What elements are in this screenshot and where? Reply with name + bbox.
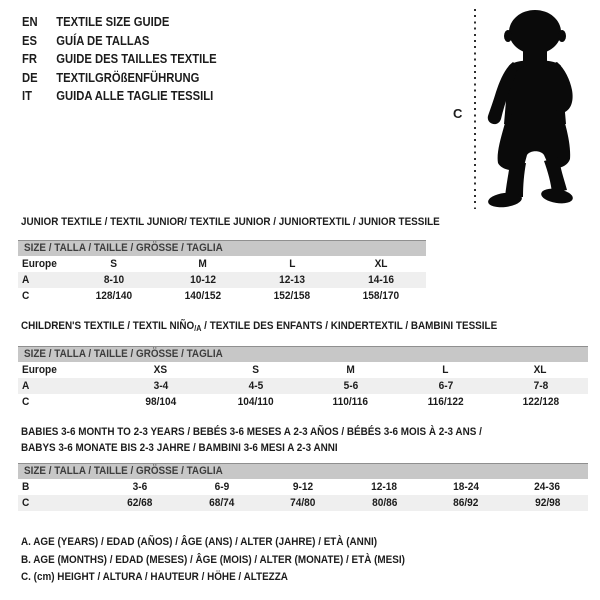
- note-age-months: B. AGE (MONTHS) / EDAD (MESES) / ÂGE (MO…: [21, 553, 405, 566]
- row-label-cell: B: [22, 481, 30, 493]
- guide-title: TEXTILGRÖßENFÜHRUNG: [56, 70, 200, 85]
- size-header-bar: SIZE / TALLA / TAILLE / GRÖSSE / TAGLIA: [18, 346, 588, 362]
- table-row: B 3-6 6-9 9-12 12-18 18-24 24-36: [18, 479, 588, 495]
- value-cell: 74/80: [290, 497, 316, 509]
- value-cell: 3-4: [153, 380, 168, 392]
- language-row-en: EN TEXTILE SIZE GUIDE: [22, 13, 238, 32]
- language-code: EN: [22, 15, 38, 30]
- guide-title: GUIDE DES TAILLES TEXTILE: [56, 52, 217, 67]
- size-header-label: SIZE / TALLA / TAILLE / GRÖSSE / TAGLIA: [24, 242, 223, 254]
- row-label-cell: C: [22, 396, 30, 408]
- section-title-babies: BABIES 3-6 MONTH TO 2-3 YEARS / BEBÉS 3-…: [21, 426, 482, 454]
- table-row: Europe XS S M L XL: [18, 362, 588, 378]
- size-header-label: SIZE / TALLA / TAILLE / GRÖSSE / TAGLIA: [24, 465, 223, 477]
- size-table-grid: Europe XS S M L XL A 3-4 4-5 5-6 6-7 7-8 C 98/104 104/…: [18, 362, 588, 410]
- value-cell: 8-10: [103, 274, 124, 286]
- value-cell: 122/128: [522, 396, 559, 408]
- value-cell: M: [346, 364, 355, 376]
- row-label-cell: A: [22, 380, 30, 392]
- value-cell: 68/74: [208, 497, 235, 509]
- section-title-children: CHILDREN'S TEXTILE / TEXTIL NIÑO/A / TEX…: [21, 320, 498, 333]
- table-row: Europe S M L XL: [18, 256, 426, 272]
- row-label-cell: A: [22, 274, 30, 286]
- value-cell: 158/170: [363, 290, 400, 302]
- section-title-junior: JUNIOR TEXTILE / TEXTIL JUNIOR/ TEXTILE …: [21, 216, 440, 228]
- language-code: FR: [22, 52, 38, 67]
- size-header-bar: SIZE / TALLA / TAILLE / GRÖSSE / TAGLIA: [18, 240, 426, 256]
- value-cell: 92/98: [534, 497, 560, 509]
- baby-silhouette-icon: [487, 10, 573, 208]
- table-row: C 98/104 104/110 110/116 116/122 122/128: [18, 394, 588, 410]
- value-cell: 110/116: [332, 396, 369, 408]
- value-cell: 24-36: [534, 481, 561, 493]
- value-cell: 116/122: [427, 396, 464, 408]
- language-code: DE: [22, 70, 38, 85]
- value-cell: 12-13: [279, 274, 306, 286]
- note-height-cm: C. (cm) HEIGHT / ALTURA / HAUTEUR / HÖHE…: [21, 571, 288, 583]
- value-cell: 3-6: [132, 481, 148, 493]
- table-row: A 3-4 4-5 5-6 6-7 7-8: [18, 378, 588, 394]
- babies-size-table: SIZE / TALLA / TAILLE / GRÖSSE / TAGLIA B…: [18, 463, 588, 511]
- table-row: C 62/68 68/74 74/80 80/86 86/92 92/98: [18, 495, 588, 511]
- value-cell: 98/104: [145, 396, 176, 408]
- guide-title: TEXTILE SIZE GUIDE: [56, 15, 170, 30]
- language-code: IT: [22, 89, 32, 104]
- value-cell: 4-5: [248, 380, 263, 392]
- value-cell: M: [198, 258, 208, 270]
- language-title-list: EN TEXTILE SIZE GUIDE ES GUÍA DE TALLAS FR…: [22, 13, 238, 106]
- language-code: ES: [22, 33, 38, 48]
- value-cell: 12-18: [371, 481, 398, 493]
- legend-notes: A. AGE (YEARS) / EDAD (AÑOS) / ÂGE (ANS)…: [21, 534, 448, 587]
- value-cell: L: [442, 364, 449, 376]
- value-cell: XL: [374, 258, 388, 270]
- children-size-table: SIZE / TALLA / TAILLE / GRÖSSE / TAGLIA E…: [18, 346, 588, 410]
- row-label-cell: Europe: [22, 258, 57, 270]
- value-cell: XL: [534, 364, 547, 376]
- size-header-bar: SIZE / TALLA / TAILLE / GRÖSSE / TAGLIA: [18, 463, 588, 479]
- guide-title: GUIDA ALLE TAGLIE TESSILI: [56, 89, 214, 104]
- height-measure-label: C: [453, 106, 463, 121]
- language-row-fr: FR GUIDE DES TAILLES TEXTILE: [22, 50, 238, 69]
- language-row-es: ES GUÍA DE TALLAS: [22, 32, 238, 51]
- value-cell: 152/158: [273, 290, 311, 302]
- note-age-years: A. AGE (YEARS) / EDAD (AÑOS) / ÂGE (ANS)…: [21, 536, 378, 548]
- value-cell: S: [110, 258, 118, 270]
- value-cell: 62/68: [127, 497, 153, 509]
- value-cell: 7-8: [533, 380, 548, 392]
- table-row: A 8-10 10-12 12-13 14-16: [18, 272, 426, 288]
- value-cell: L: [289, 258, 296, 270]
- value-cell: XS: [153, 364, 168, 376]
- value-cell: 140/152: [184, 290, 222, 302]
- value-cell: 128/140: [95, 290, 132, 302]
- gender-subscript: /A: [194, 324, 202, 333]
- value-cell: 10-12: [189, 274, 216, 286]
- guide-title: GUÍA DE TALLAS: [56, 33, 150, 48]
- table-row: C 128/140 140/152 152/158 158/170: [18, 288, 426, 304]
- value-cell: 14-16: [368, 274, 395, 286]
- junior-size-table: SIZE / TALLA / TAILLE / GRÖSSE / TAGLIA E…: [18, 240, 426, 304]
- size-table-grid: B 3-6 6-9 9-12 12-18 18-24 24-36 C 62/68 68/74 74/…: [18, 479, 588, 511]
- value-cell: 6-7: [438, 380, 453, 392]
- language-row-de: DE TEXTILGRÖßENFÜHRUNG: [22, 69, 238, 88]
- row-label-cell: C: [22, 290, 30, 302]
- value-cell: 80/86: [371, 497, 398, 509]
- value-cell: 9-12: [292, 481, 314, 493]
- row-label-cell: C: [22, 497, 30, 509]
- size-header-label: SIZE / TALLA / TAILLE / GRÖSSE / TAGLIA: [24, 348, 223, 360]
- row-label-cell: Europe: [22, 364, 57, 376]
- value-cell: 104/110: [237, 396, 274, 408]
- value-cell: 86/92: [453, 497, 479, 509]
- language-row-it: IT GUIDA ALLE TAGLIE TESSILI: [22, 87, 238, 106]
- value-cell: 18-24: [452, 481, 479, 493]
- size-table-grid: Europe S M L XL A 8-10 10-12 12-13 14-16 C 128/140 1…: [18, 256, 426, 304]
- height-measure-dotted-line: [474, 9, 476, 209]
- value-cell: S: [252, 364, 259, 376]
- value-cell: 6-9: [214, 481, 229, 493]
- value-cell: 5-6: [343, 380, 358, 392]
